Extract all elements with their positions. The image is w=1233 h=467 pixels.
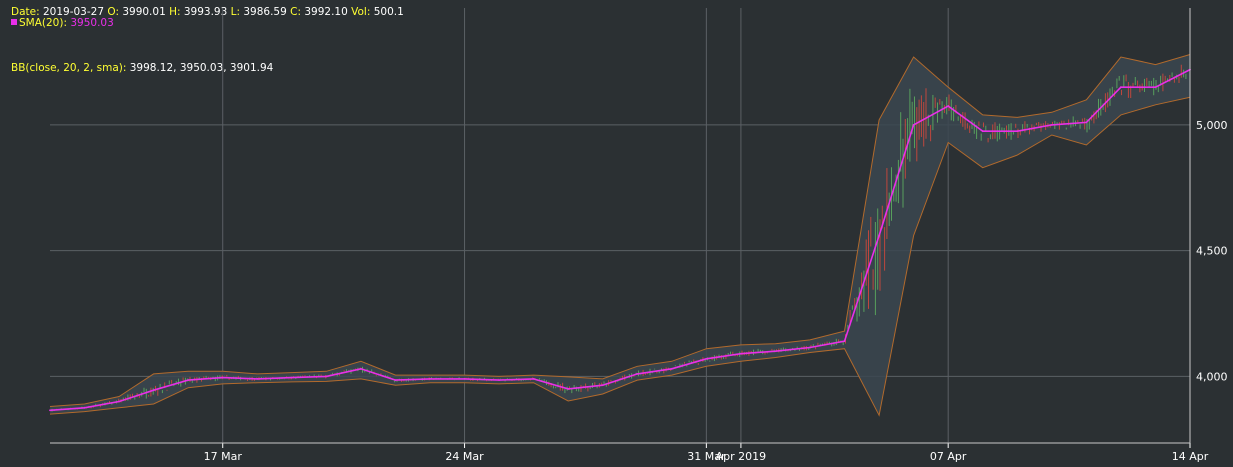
sma-point [83, 406, 86, 409]
bollinger-upper-line [49, 54, 1191, 407]
legend-ohlc: Date: 2019-03-27 O: 3990.01 H: 3993.93 L… [11, 6, 404, 18]
sma-point [981, 130, 984, 133]
bollinger-lower-line [49, 96, 1191, 417]
sma-point [740, 352, 742, 355]
sma-point [394, 379, 397, 382]
sma-point [360, 367, 362, 370]
sma-point [809, 346, 811, 349]
sma-point [429, 377, 431, 380]
x-tick-label: 24 Mar [445, 450, 484, 463]
bollinger-band [49, 54, 1191, 417]
sma-label: SMA(20): [19, 17, 67, 29]
sma-point [187, 379, 190, 382]
sma-point [947, 105, 950, 107]
sma-point [498, 379, 500, 382]
axes [50, 8, 1191, 448]
x-tick-label: 07 Apr [930, 450, 967, 463]
sma-point [705, 357, 708, 360]
y-tick-label: 4,500 [1196, 245, 1228, 258]
bollinger-band-fill [50, 54, 1190, 416]
x-tick-label: Apr 2019 [716, 450, 767, 463]
sma-layer [49, 68, 1191, 412]
sma-point [670, 367, 673, 370]
sma-point [1154, 86, 1157, 89]
sma-point [49, 409, 51, 412]
sma-point [532, 377, 535, 380]
sma-point [221, 376, 224, 379]
close-label: C: [290, 6, 302, 18]
sma-point [774, 350, 777, 353]
sma-line [49, 68, 1191, 412]
open-label: O: [107, 6, 119, 18]
sma-point [912, 124, 915, 126]
sma-swatch-icon [11, 19, 17, 25]
sma-point [567, 388, 570, 390]
sma-point [1016, 130, 1019, 133]
sma-point [290, 376, 293, 379]
x-tick-label: 17 Mar [204, 450, 243, 463]
bb-value: 3998.12, 3950.03, 3901.94 [129, 62, 274, 74]
x-tick-label: 31 Mar [687, 450, 726, 463]
sma-point [325, 375, 328, 378]
legend-bb: BB(close, 20, 2, sma): 3998.12, 3950.03,… [11, 62, 273, 74]
sma-point [601, 384, 604, 387]
date-label: Date: [11, 6, 40, 18]
sma-point [256, 377, 259, 380]
volume-value: 500.1 [373, 6, 404, 18]
low-label: L: [230, 6, 241, 18]
y-tick-label: 4,000 [1196, 370, 1228, 383]
candlesticks [51, 64, 1187, 412]
high-value: 3993.93 [183, 6, 228, 18]
y-tick-label: 5,000 [1196, 119, 1228, 132]
low-value: 3986.59 [243, 6, 287, 18]
sma-point [1050, 124, 1053, 126]
sma-value: 3950.03 [70, 17, 114, 29]
close-value: 3992.10 [304, 6, 348, 18]
sma-point [1085, 121, 1088, 124]
sma-point [636, 372, 639, 375]
y-axis-labels: 4,000 4,500 5,000 [1196, 119, 1228, 383]
sma-point [1120, 86, 1122, 89]
sma-point [878, 234, 880, 237]
x-tick-label: 14 Apr [1172, 450, 1209, 463]
bb-label: BB(close, 20, 2, sma): [11, 62, 127, 74]
high-label: H: [169, 6, 181, 18]
sma-point [152, 389, 155, 392]
sma-point [118, 400, 120, 403]
sma-point [463, 377, 466, 380]
sma-point [843, 340, 846, 343]
volume-label: Vol: [351, 6, 371, 18]
date-value: 2019-03-27 [42, 6, 105, 18]
legend-sma: SMA(20): 3950.03 [11, 17, 114, 29]
open-value: 3990.01 [122, 6, 166, 18]
